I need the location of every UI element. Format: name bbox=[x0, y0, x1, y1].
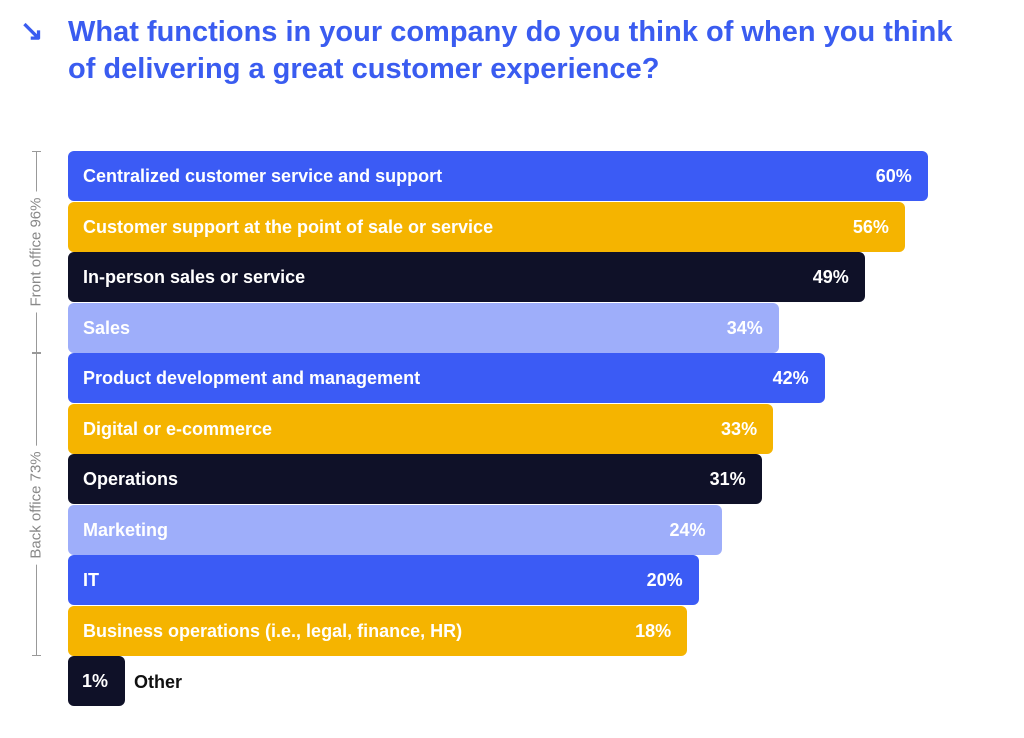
bar: In-person sales or service 49% bbox=[68, 252, 865, 302]
bar-value-label: 34% bbox=[726, 317, 763, 338]
bar-category-label: Business operations (i.e., legal, financ… bbox=[83, 620, 463, 641]
arrow-down-right-icon: ↘ bbox=[20, 15, 44, 46]
bar-value-label: 49% bbox=[812, 267, 849, 287]
bar-value-label: 31% bbox=[709, 469, 746, 489]
bar-value-label: 18% bbox=[635, 620, 672, 641]
bar-value-label: 60% bbox=[875, 166, 912, 186]
group-label: Front office 96% bbox=[27, 191, 45, 313]
bar-value-label: 1% bbox=[82, 671, 109, 691]
bar-value-label: 33% bbox=[721, 418, 758, 439]
bar-category-label: IT bbox=[83, 570, 99, 590]
bar: Sales 34% bbox=[68, 302, 779, 353]
bar: Digital or e-commerce 33% bbox=[68, 403, 774, 454]
bar-category-label: In-person sales or service bbox=[83, 267, 306, 287]
bar: Marketing 24% bbox=[68, 504, 722, 555]
bar: 1% bbox=[68, 656, 125, 706]
bar: Product development and management 42% bbox=[68, 353, 825, 403]
bar-value-label: 42% bbox=[772, 368, 809, 388]
bar: IT 20% bbox=[68, 555, 699, 605]
bar-category-label: Operations bbox=[83, 469, 179, 489]
bar-category-label: Digital or e-commerce bbox=[83, 418, 273, 439]
bar-category-label: Marketing bbox=[83, 519, 169, 540]
group-label: Back office 73% bbox=[27, 444, 45, 565]
bar-category-label: Sales bbox=[83, 317, 131, 338]
group-bracket: Front office 96% bbox=[27, 151, 45, 353]
bar-value-label: 56% bbox=[852, 216, 889, 237]
group-bracket: Back office 73% bbox=[27, 353, 45, 656]
bar-category-label: Product development and management bbox=[83, 368, 421, 388]
bar-value-label: 20% bbox=[646, 570, 683, 590]
bar-value-label: 24% bbox=[669, 519, 706, 540]
chart-title: What functions in your company do you th… bbox=[68, 16, 953, 85]
bar-category-label: Centralized customer service and support bbox=[83, 166, 443, 186]
bar-category-label: Customer support at the point of sale or… bbox=[83, 216, 494, 237]
bar: Operations 31% bbox=[68, 454, 762, 504]
bar: Customer support at the point of sale or… bbox=[68, 201, 905, 252]
bar: Centralized customer service and support… bbox=[68, 151, 928, 201]
bar: Business operations (i.e., legal, financ… bbox=[68, 605, 688, 656]
bar-category-label: Other bbox=[134, 672, 183, 692]
